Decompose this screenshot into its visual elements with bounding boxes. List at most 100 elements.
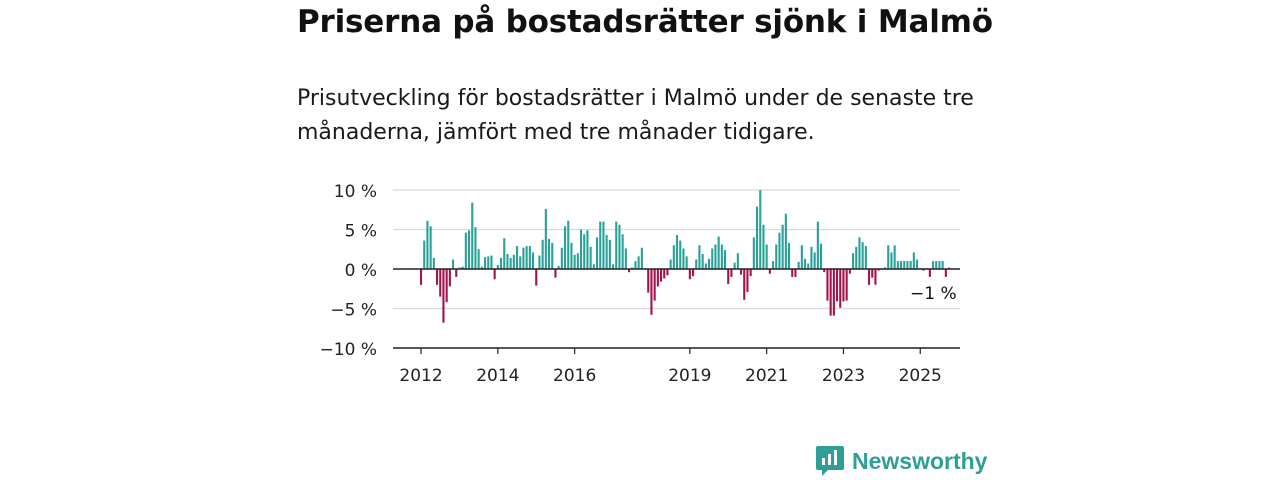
- bar: [829, 269, 832, 316]
- bar: [676, 235, 679, 269]
- bar: [672, 245, 675, 269]
- bar: [794, 269, 797, 277]
- bar: [605, 235, 608, 269]
- bar: [733, 262, 736, 269]
- bar: [653, 269, 656, 301]
- bar: [615, 221, 618, 269]
- x-tick-label: 2023: [822, 366, 865, 386]
- bar: [599, 221, 602, 269]
- bar: [740, 269, 743, 275]
- bar: [608, 239, 611, 269]
- bar: [858, 237, 861, 269]
- bar: [592, 264, 595, 269]
- bar: [813, 252, 816, 269]
- bar: [634, 261, 637, 269]
- bar: [884, 267, 887, 269]
- x-tick-label: 2019: [668, 366, 711, 386]
- bar: [890, 252, 893, 269]
- bar: [573, 254, 576, 269]
- bar: [682, 248, 685, 269]
- bar: [711, 248, 714, 269]
- bar: [493, 269, 496, 280]
- bar: [602, 221, 605, 269]
- bar: [868, 269, 871, 285]
- bar: [461, 266, 464, 269]
- bar: [586, 230, 589, 269]
- bar: [778, 232, 781, 269]
- bar: [429, 226, 432, 269]
- bar: [557, 265, 560, 269]
- bar: [852, 253, 855, 269]
- bar: [656, 269, 659, 287]
- bar: [797, 261, 800, 269]
- bar: [948, 267, 951, 269]
- bar: [541, 239, 544, 269]
- x-tick-label: 2025: [899, 366, 942, 386]
- bar: [624, 248, 627, 269]
- bar: [487, 256, 490, 269]
- bar: [861, 242, 864, 269]
- bar: [768, 269, 771, 274]
- bar: [448, 269, 451, 287]
- bar: [528, 246, 531, 269]
- bar: [941, 261, 944, 269]
- bar: [928, 269, 931, 277]
- bar: [746, 269, 749, 292]
- bar: [516, 246, 519, 269]
- bar: [916, 259, 919, 269]
- bar: [791, 269, 794, 277]
- bar: [596, 237, 599, 269]
- bar: [701, 253, 704, 269]
- bar: [717, 236, 720, 269]
- bar: [647, 269, 650, 293]
- bar: [832, 269, 835, 316]
- bar: [512, 254, 515, 269]
- bar: [544, 208, 547, 269]
- bar: [704, 263, 707, 269]
- bar: [922, 269, 925, 271]
- y-tick-label: 10 %: [334, 182, 377, 202]
- bar: [506, 253, 509, 269]
- bar: [912, 252, 915, 269]
- bar: [490, 255, 493, 269]
- bar: [749, 269, 752, 277]
- bar: [650, 269, 653, 315]
- bar: [445, 269, 448, 303]
- bar: [589, 246, 592, 269]
- bar: [500, 257, 503, 269]
- bar: [420, 269, 423, 285]
- bar: [730, 269, 733, 277]
- bar: [896, 261, 899, 269]
- bar: [944, 269, 947, 277]
- bar: [845, 269, 848, 301]
- bar: [932, 261, 935, 269]
- bar: [695, 259, 698, 269]
- bar: [877, 269, 880, 271]
- bar: [720, 244, 723, 269]
- bar: [708, 258, 711, 269]
- bar: [551, 242, 554, 269]
- bar: [471, 202, 474, 269]
- bar: [660, 269, 663, 282]
- bar: [807, 263, 810, 269]
- bar: [724, 250, 727, 269]
- bar: [480, 266, 483, 269]
- bar: [727, 269, 730, 285]
- bar: [458, 267, 461, 269]
- brand-logo: Newsworthy: [816, 446, 987, 476]
- bar: [698, 245, 701, 269]
- bar: [468, 230, 471, 269]
- bar: [906, 261, 909, 269]
- bar: [618, 224, 621, 269]
- bar: [893, 245, 896, 269]
- bar: [752, 237, 755, 269]
- bar: [496, 265, 499, 269]
- bar: [848, 269, 851, 274]
- bar: [836, 269, 839, 302]
- bar: [938, 261, 941, 269]
- bar: [714, 244, 717, 269]
- bar: [669, 259, 672, 269]
- bar: [580, 229, 583, 269]
- bar: [426, 220, 429, 269]
